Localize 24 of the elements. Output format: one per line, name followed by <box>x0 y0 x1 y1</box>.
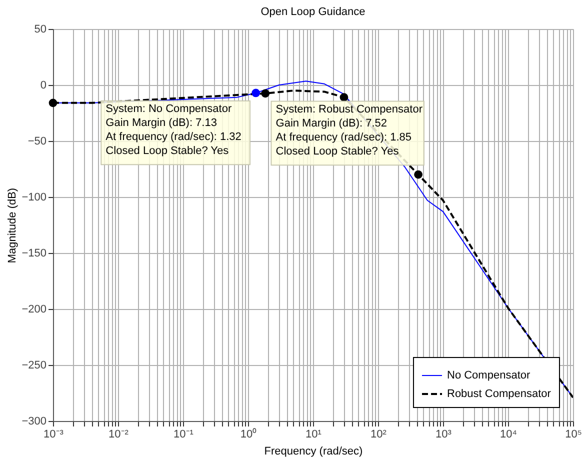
y-tick-label: −150 <box>22 248 46 260</box>
annotation: System: Robust Compensator Gain Margin (dB): 7.52 At frequency (rad/sec): 1.85 Closed Loop Stable? Yes <box>276 104 423 158</box>
x-tick-label: 10¹ <box>306 428 322 440</box>
y-axis-title: Magnitude (dB) <box>6 188 19 264</box>
y-tick-label: −50 <box>28 136 46 148</box>
x-tick-label: 10⁵ <box>565 428 582 440</box>
x-tick-label: 10⁴ <box>500 428 518 440</box>
y-tick-label: −300 <box>22 416 46 428</box>
x-tick-label: 10⁻³ <box>44 428 64 440</box>
y-tick-label: −200 <box>22 304 46 316</box>
x-axis-title: Frequency (rad/sec) <box>264 446 363 458</box>
x-tick-label: 10⁻² <box>108 428 129 440</box>
y-tick-label: −100 <box>22 192 46 204</box>
y-tick-label: 50 <box>34 24 46 36</box>
y-tick-label: 0 <box>40 80 46 92</box>
x-tick-label: 10² <box>370 428 387 440</box>
chart-title: Open Loop Guidance <box>260 6 366 18</box>
legend-label: Robust Compensator <box>447 388 552 400</box>
x-tick-label: 10⁰ <box>240 428 257 440</box>
x-tick-label: 10³ <box>436 428 452 440</box>
annotation: System: No Compensator Gain Margin (dB): 7.13 At frequency (rad/sec): 1.32 Closed Loop Stable? Yes <box>106 103 242 158</box>
x-tick-label: 10⁻¹ <box>174 428 194 440</box>
y-tick-label: −250 <box>22 360 46 372</box>
legend-label: No Compensator <box>447 370 530 382</box>
